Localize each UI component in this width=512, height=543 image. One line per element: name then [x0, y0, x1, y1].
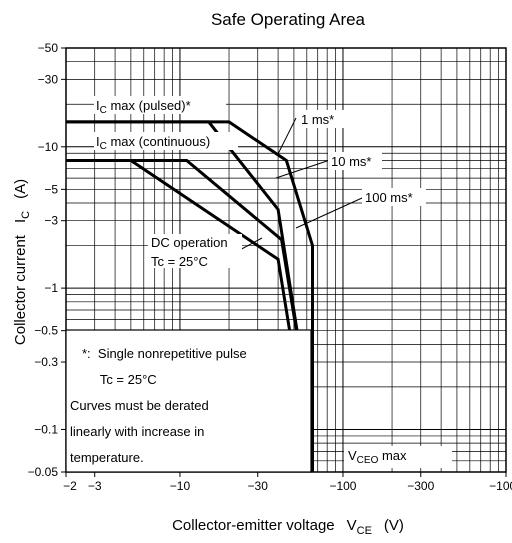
y-tick-label: −3 [44, 214, 58, 228]
y-tick-label: −30 [38, 72, 59, 86]
chart-title: Safe Operating Area [211, 10, 366, 29]
y-tick-label: −0.1 [34, 422, 58, 436]
note-line: temperature. [70, 450, 144, 465]
label-bg [94, 96, 226, 114]
label-dc-operation: DC operation [151, 235, 228, 250]
x-tick-label: −2 [63, 479, 77, 493]
y-tick-label: −0.3 [34, 355, 58, 369]
x-tick-label: −3 [88, 479, 102, 493]
y-tick-label: −1 [44, 281, 58, 295]
label-bg [148, 234, 242, 268]
y-tick-label: −0.05 [28, 465, 59, 479]
label-100ms: 100 ms* [365, 190, 413, 205]
note-box [65, 329, 312, 473]
leader-100ms [295, 197, 363, 229]
vceo-max-label: VCEO max [348, 448, 407, 466]
note-line: Tc = 25°C [82, 372, 157, 387]
label-1ms: 1 ms* [301, 112, 334, 127]
label-10ms: 10 ms* [331, 154, 371, 169]
label-bg [362, 188, 426, 206]
x-tick-label: −10 [170, 479, 191, 493]
label-bg [328, 152, 382, 170]
label-bg [298, 110, 344, 128]
y-tick-labels: −50 −30 −10 −5 −3 −1 −0.5 −0.3 −0.1 −0.05 [28, 41, 66, 479]
label-dc-temp: Tc = 25°C [151, 254, 208, 269]
x-tick-labels: −2 −3 −10 −30 −100 −300 −1000 [63, 472, 512, 493]
y-tick-label: −10 [38, 140, 59, 154]
y-tick-label: −0.5 [34, 324, 58, 338]
note-line: Curves must be derated [70, 398, 209, 413]
y-tick-label: −50 [38, 41, 59, 55]
y-axis-label: Collector currentIC(A) [12, 179, 32, 345]
ic-continuous-label: IC max (continuous) [96, 134, 210, 152]
x-tick-label: −30 [248, 479, 269, 493]
leader-10ms [275, 159, 331, 179]
note-line: *: Single nonrepetitive pulse [82, 346, 247, 361]
label-bg [344, 446, 452, 468]
leader-1ms [277, 117, 297, 155]
y-tick-label: −5 [44, 182, 58, 196]
ic-pulsed-label: IC max (pulsed)* [96, 98, 191, 116]
label-bg [94, 132, 238, 150]
x-tick-label: −1000 [489, 479, 512, 493]
note-line: linearly with increase in [70, 424, 204, 439]
x-tick-label: −300 [407, 479, 434, 493]
x-tick-label: −100 [329, 479, 356, 493]
x-axis-label: Collector-emitter voltage VCE (V) [172, 517, 404, 537]
